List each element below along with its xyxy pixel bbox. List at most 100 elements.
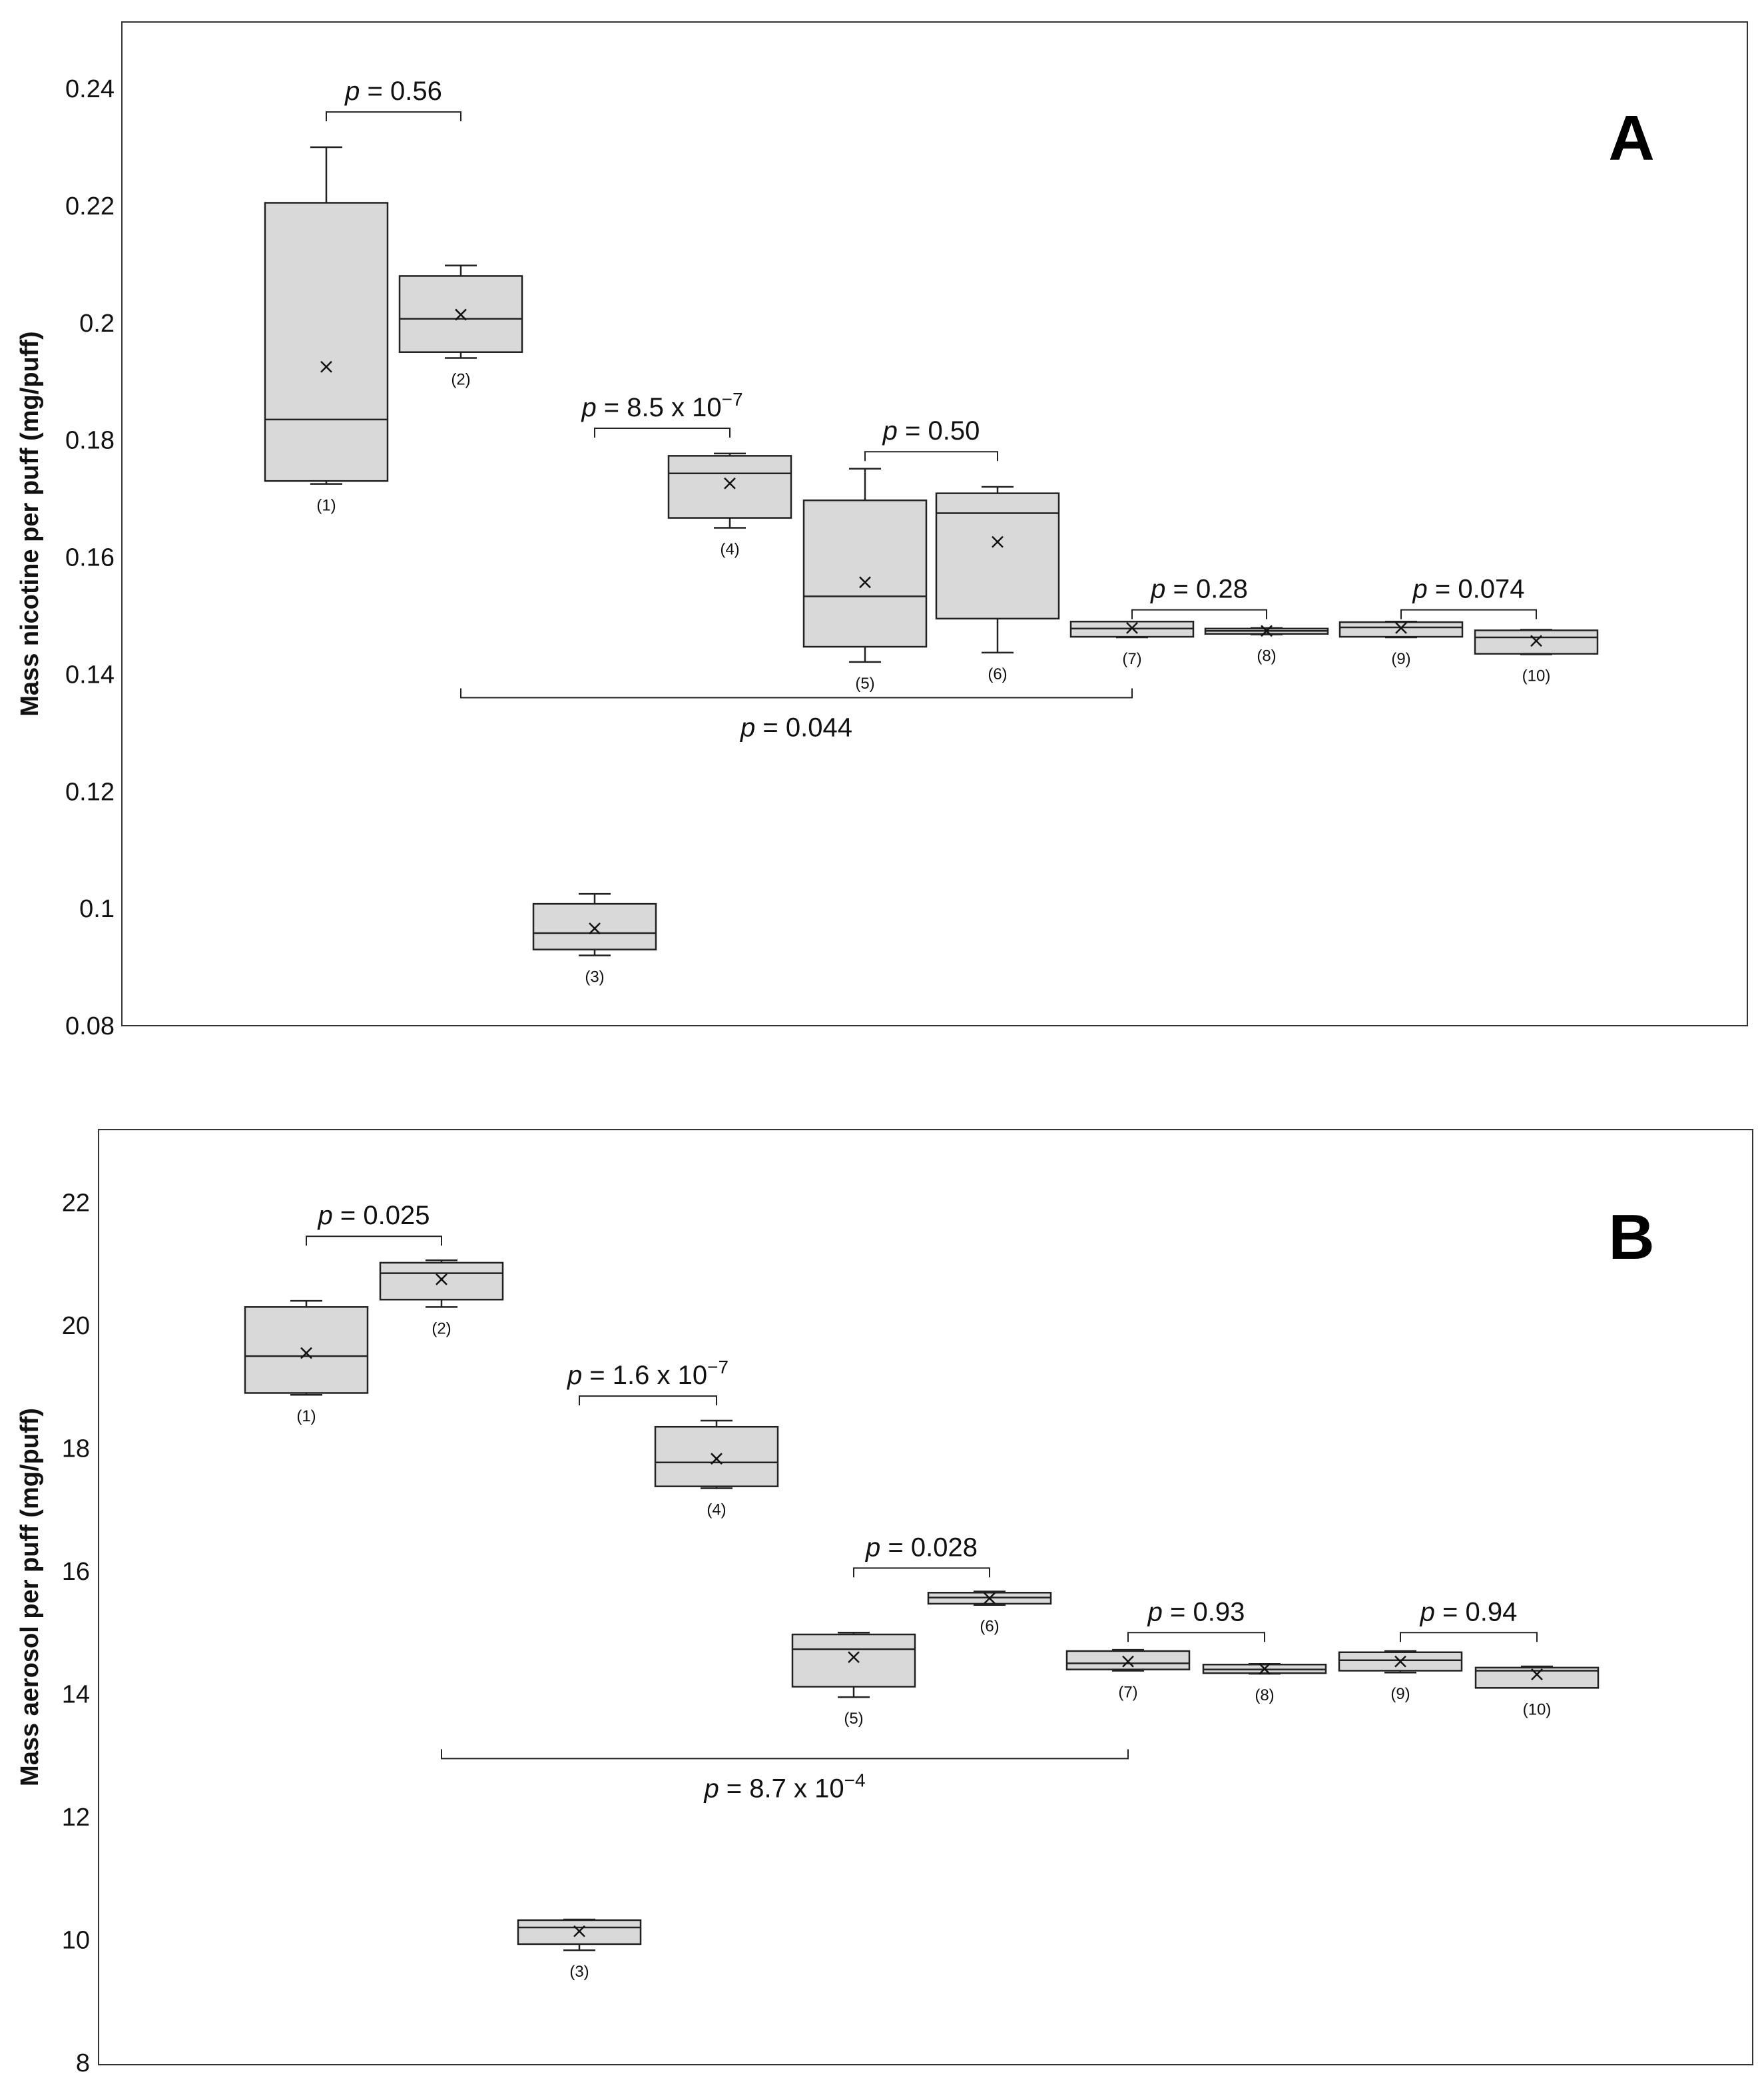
p-value-exponent: −4 [844, 1770, 866, 1790]
y-tick-label: 0.24 [65, 75, 115, 103]
p-value-label: p = 0.025 [318, 1201, 430, 1230]
mean-marker-stroke [1530, 635, 1542, 647]
plot-frame [121, 21, 1748, 1026]
iqr-box [1065, 1650, 1191, 1670]
box-label: (6) [988, 665, 1007, 683]
box-10: (10) [1474, 629, 1599, 685]
box-5: (5) [791, 1632, 916, 1728]
iqr-box [667, 455, 792, 519]
mean-marker [320, 360, 332, 373]
mean-marker [1531, 1668, 1543, 1680]
box-4: (4) [654, 1419, 779, 1519]
comparison-bracket: p = 8.7 x 10−4 [441, 1749, 1129, 1803]
comparison-bracket: p = 0.28 [1131, 575, 1267, 619]
mean-marker-stroke [859, 576, 871, 589]
p-value: 0.28 [1196, 575, 1248, 604]
iqr-box [532, 902, 657, 950]
p-value: 0.025 [363, 1201, 430, 1230]
p-value-label: p = 0.028 [865, 1533, 978, 1562]
y-tick-label: 0.14 [65, 661, 115, 689]
p-value-label: p = 0.93 [1147, 1597, 1245, 1626]
y-tick-label: 18 [62, 1435, 90, 1463]
mean-marker-stroke [1259, 1662, 1271, 1675]
mean-marker [436, 1273, 447, 1285]
y-tick-label: 0.22 [65, 192, 115, 220]
iqr-box [244, 1306, 369, 1394]
mean-marker [711, 1453, 723, 1465]
p-value: 0.028 [911, 1533, 978, 1562]
y-tick-label: 0.12 [65, 778, 115, 806]
y-tick-label: 10 [62, 1927, 90, 1955]
y-tick-label: 14 [62, 1681, 90, 1709]
mean-marker [848, 1651, 860, 1664]
y-tick-label: 22 [62, 1190, 90, 1218]
box-6: (6) [935, 486, 1060, 683]
p-value: 0.93 [1193, 1597, 1245, 1626]
iqr-box [935, 492, 1060, 620]
mean-marker-stroke [320, 360, 332, 373]
bracket-line [326, 111, 461, 122]
p-value: 0.56 [390, 77, 442, 106]
mean-marker [1126, 622, 1138, 634]
bracket-line [1131, 609, 1267, 619]
panel-b: 8 10 12 14 16 18 20 22 Mass aerosol per puff (mg… [16, 1129, 1753, 2077]
box-label: (10) [1522, 667, 1551, 685]
mean-marker-stroke [573, 1925, 585, 1937]
box-5: (5) [802, 468, 928, 693]
mean-marker [455, 308, 467, 321]
mean-marker-stroke [300, 1347, 312, 1359]
comparison-bracket: p = 1.6 x 10−7 [567, 1357, 729, 1406]
mean-marker [1261, 625, 1273, 637]
p-value: 0.074 [1458, 575, 1524, 604]
p-value-label: p = 1.6 x 10−7 [567, 1357, 729, 1390]
mean-marker-stroke [724, 477, 736, 490]
box-2: (2) [379, 1259, 504, 1337]
p-value-label: p = 8.7 x 10−4 [703, 1770, 865, 1803]
mean-marker-stroke [848, 1651, 860, 1664]
comparison-bracket: p = 0.93 [1127, 1597, 1265, 1642]
mean-marker-stroke [589, 922, 601, 934]
box-label: (4) [720, 541, 739, 559]
p-value-label: p = 0.94 [1420, 1597, 1518, 1626]
y-tick-label: 8 [76, 2049, 90, 2077]
mean-marker-stroke [1126, 622, 1138, 634]
panel-letter: B [1608, 1202, 1654, 1273]
box-8: (8) [1202, 1662, 1327, 1704]
box-label: (4) [707, 1501, 726, 1519]
mean-marker [859, 576, 871, 589]
box-label: (10) [1523, 1700, 1552, 1718]
p-value-label: p = 0.50 [882, 416, 980, 446]
box-label: (1) [316, 497, 336, 515]
iqr-box [802, 499, 928, 648]
y-tick-label: 0.08 [65, 1012, 115, 1040]
box-1: (1) [244, 1299, 369, 1425]
box-label: (5) [844, 1710, 863, 1728]
mean-marker-stroke [436, 1273, 447, 1285]
box-label: (3) [569, 1963, 589, 1981]
mean-marker [573, 1925, 585, 1937]
comparison-bracket: p = 0.028 [853, 1533, 990, 1578]
bracket-line [1127, 1632, 1265, 1642]
mean-marker [1530, 635, 1542, 647]
mean-marker [1122, 1655, 1134, 1668]
box-label: (8) [1257, 647, 1276, 665]
mean-marker [992, 535, 1004, 548]
comparison-bracket: p = 0.50 [864, 416, 998, 462]
box-label: (2) [432, 1319, 451, 1337]
iqr-box [379, 1261, 504, 1301]
y-tick-label: 0.2 [79, 310, 115, 338]
mean-marker-stroke [984, 1592, 996, 1604]
box-9: (9) [1338, 620, 1464, 668]
box-7: (7) [1065, 1648, 1191, 1701]
box-6: (6) [927, 1590, 1052, 1636]
box-10: (10) [1474, 1665, 1600, 1718]
p-value-label: p = 0.044 [740, 713, 852, 743]
p-value-base: 1.6 x 10 [613, 1361, 707, 1390]
bracket-line [306, 1235, 442, 1246]
y-tick-label: 20 [62, 1312, 90, 1340]
bracket-line [460, 688, 1133, 699]
comparison-bracket: p = 0.56 [326, 77, 461, 122]
bracket-line [579, 1395, 717, 1406]
box-label: (7) [1118, 1683, 1137, 1701]
mean-marker-stroke [992, 535, 1004, 548]
